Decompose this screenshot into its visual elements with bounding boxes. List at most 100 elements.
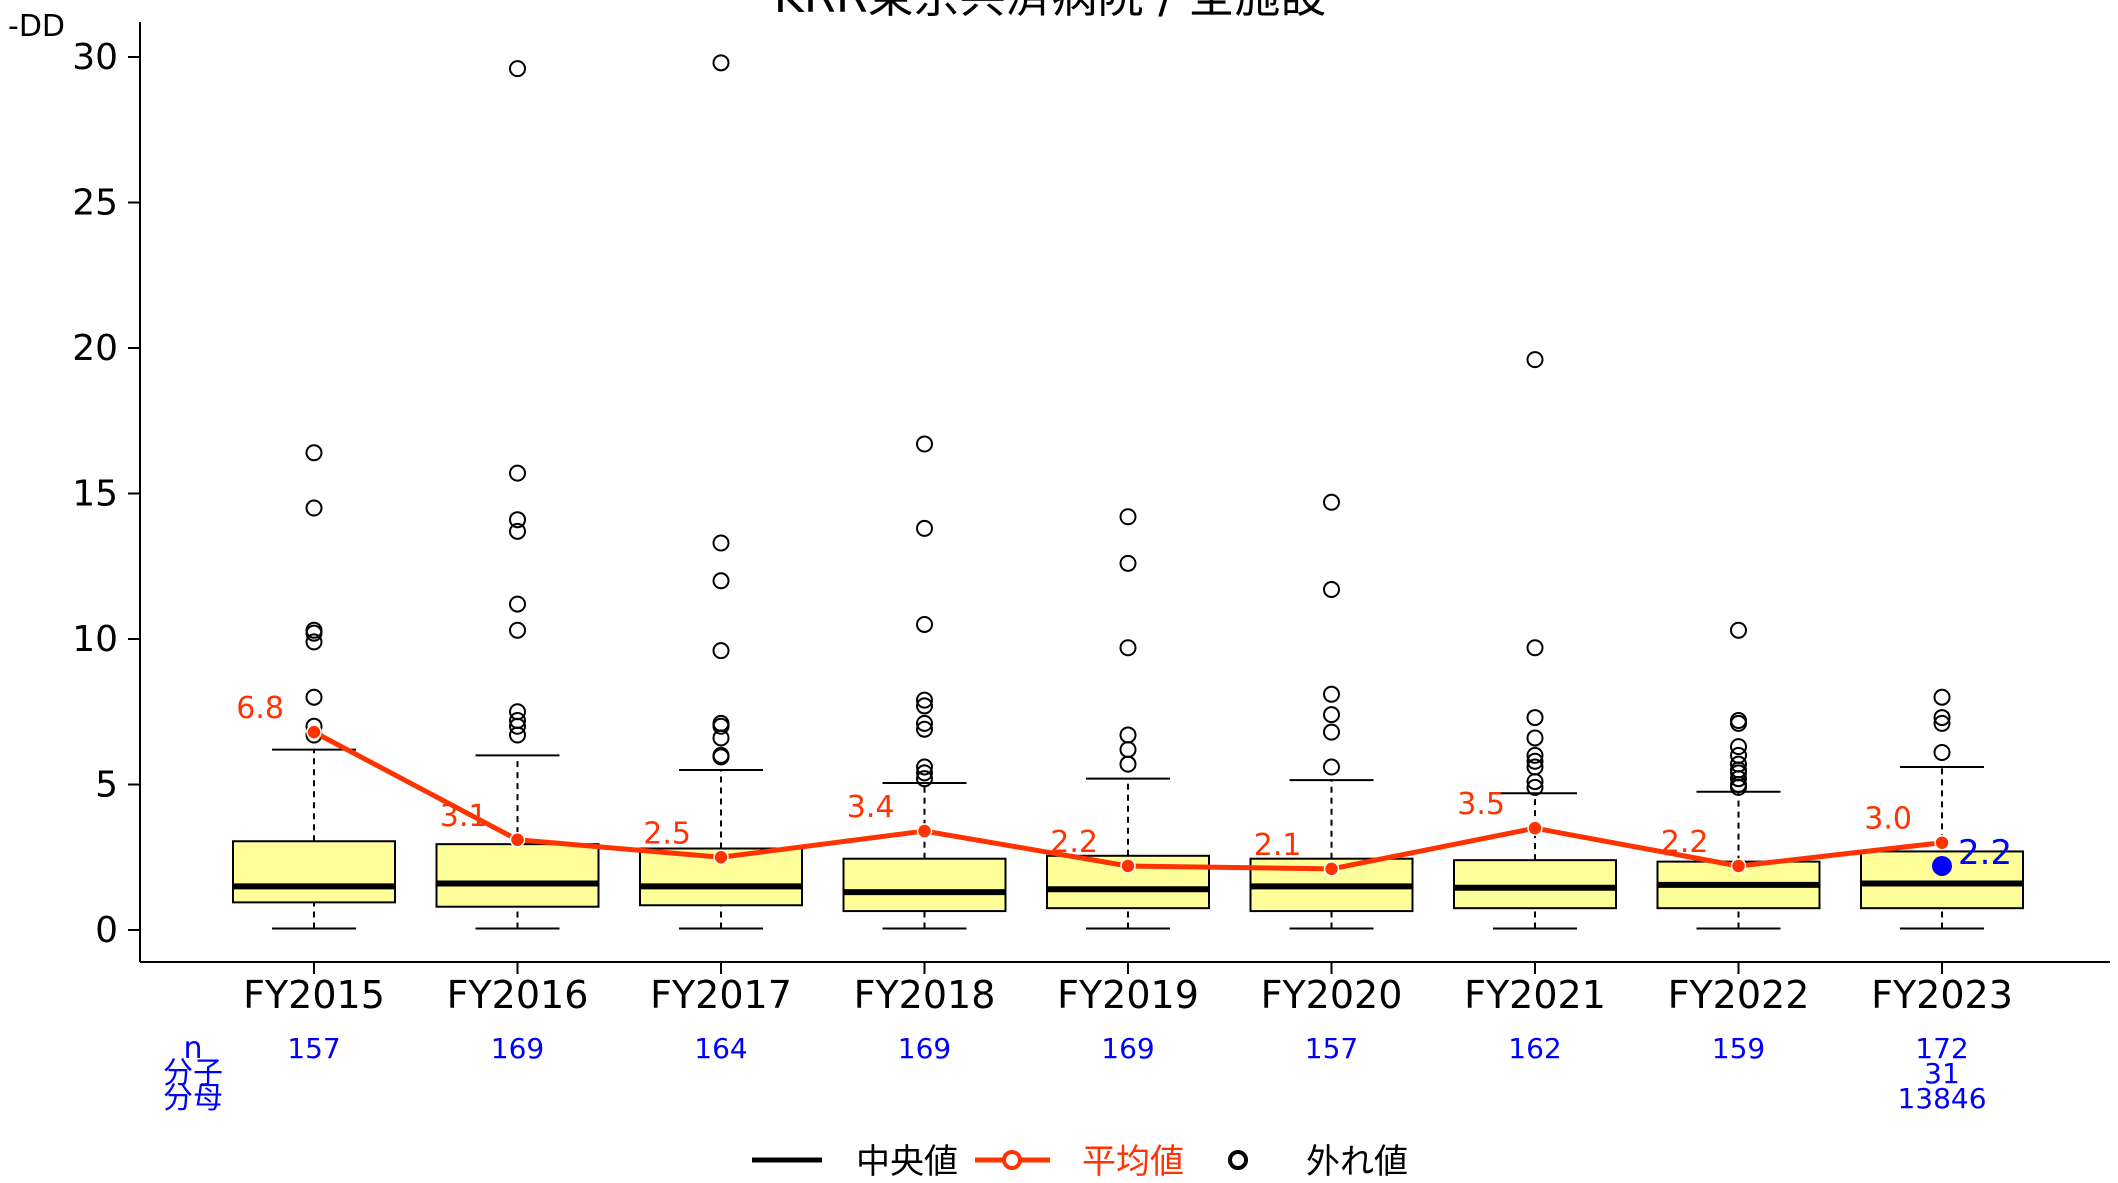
outlier-point	[1323, 706, 1340, 724]
mean-label: 3.4	[847, 790, 895, 825]
outlier-point	[916, 691, 933, 709]
outlier-point	[1323, 685, 1340, 703]
outlier-point	[1933, 743, 1951, 761]
x-tick-label: FY2016	[447, 973, 589, 1017]
outlier-point	[712, 717, 730, 735]
outlier-point	[509, 726, 526, 744]
outlier-point	[712, 642, 730, 660]
outlier-point	[712, 534, 730, 552]
outlier-point	[1526, 639, 1544, 657]
outlier-point	[916, 758, 933, 776]
outlier-point	[509, 464, 526, 482]
mean-label: 3.5	[1457, 787, 1505, 822]
mean-point	[916, 823, 933, 839]
mean-point	[1934, 834, 1950, 851]
count-numerator: 31	[1924, 1057, 1960, 1090]
x-tick-label: FY2023	[1871, 973, 2013, 1017]
boxes	[232, 748, 2024, 930]
outlier-point	[1526, 778, 1544, 796]
outlier-point	[509, 595, 526, 613]
outlier-point	[1323, 581, 1340, 599]
count-n: 169	[898, 1032, 951, 1065]
y-tick-label: 10	[72, 619, 118, 660]
outlier-point	[916, 714, 933, 732]
box-FY2017	[639, 768, 803, 930]
outlier-point	[305, 688, 323, 706]
iqr-box	[435, 843, 600, 908]
box-FY2021	[1453, 792, 1617, 930]
mean-point	[509, 832, 526, 848]
outlier-point	[1323, 723, 1340, 741]
outlier-point	[1526, 351, 1544, 369]
outlier-point	[1933, 688, 1951, 706]
legend-mean-label: 平均値	[1082, 1142, 1184, 1182]
mean-series: 6.8 3.1 2.5 3.4 2.2 2.1 3.5 2.2 3.0 2.2	[236, 691, 2012, 877]
outlier-point	[305, 499, 323, 517]
outlier-point	[305, 633, 323, 651]
outlier-point	[305, 624, 323, 642]
y-tick-label: 30	[72, 37, 118, 78]
count-n: 164	[694, 1032, 747, 1065]
y-tick-label: 15	[72, 474, 118, 515]
y-tick-label: 5	[95, 765, 118, 806]
outlier-point	[916, 770, 933, 788]
y-tick-label: 20	[72, 328, 118, 369]
y-tick-label: 25	[72, 183, 118, 224]
outlier-point	[916, 764, 933, 782]
outlier-point	[1119, 755, 1137, 773]
outlier-point	[916, 720, 933, 738]
outlier-point	[1323, 493, 1340, 511]
count-n: 162	[1508, 1032, 1561, 1065]
iqr-box	[842, 857, 1007, 913]
x-tick-label: FY2018	[854, 973, 996, 1017]
outlier-point	[1730, 621, 1747, 639]
x-tick-label: FY2021	[1464, 973, 1606, 1017]
outlier-point	[1119, 554, 1137, 572]
mean-label: 2.5	[643, 816, 691, 851]
outlier-point	[509, 511, 526, 529]
outlier-point	[712, 748, 730, 766]
legend: 中央値 平均値 外れ値	[752, 1142, 1408, 1182]
count-n: 157	[287, 1032, 340, 1065]
row-label-denominator: 分母	[163, 1081, 223, 1116]
outlier-point	[305, 444, 323, 462]
outlier-point	[1119, 508, 1137, 526]
outlier-point	[509, 703, 526, 721]
legend-mean-marker	[1002, 1150, 1022, 1170]
x-tick-label: FY2015	[243, 973, 385, 1017]
outlier-point	[509, 522, 526, 540]
outlier-point	[1119, 639, 1137, 657]
outlier-point	[916, 697, 933, 715]
outlier-point	[509, 60, 526, 78]
outlier-point	[1730, 738, 1747, 756]
outlier-point	[1526, 729, 1544, 747]
y-axis-label: -DD	[8, 9, 65, 44]
chart-title: KRR東京共済病院 / 全施設	[774, 0, 1327, 23]
mean-label: 2.2	[1661, 825, 1709, 860]
mean-point	[713, 849, 729, 865]
iqr-box	[232, 840, 396, 904]
count-n: 172	[1915, 1032, 1968, 1065]
mean-point	[1323, 861, 1340, 877]
count-n: 157	[1305, 1032, 1358, 1065]
outlier-point	[712, 729, 730, 747]
outlier-point	[1323, 758, 1340, 776]
mean-label: 2.1	[1254, 828, 1302, 863]
outlier-point	[1526, 773, 1544, 791]
outlier-point	[1119, 726, 1137, 744]
outlier-point	[712, 572, 730, 590]
x-tick-label: FY2022	[1668, 973, 1810, 1017]
outlier-point	[916, 435, 933, 453]
axes: 0 5 10 15 20 25 30 FY2015 FY2016 FY2017 FY2018 FY20…	[72, 22, 2110, 1017]
count-n: 169	[1101, 1032, 1154, 1065]
outlier-point	[916, 615, 933, 633]
box-FY2015	[232, 748, 396, 930]
legend-median-label: 中央値	[856, 1142, 958, 1182]
y-tick-label: 0	[95, 910, 118, 951]
outlier-point	[1933, 714, 1951, 732]
outlier-point	[712, 54, 730, 72]
iqr-box	[1453, 859, 1617, 910]
count-n: 159	[1712, 1032, 1765, 1065]
mean-label: 2.2	[1050, 825, 1098, 860]
outlier-point	[1730, 778, 1747, 796]
